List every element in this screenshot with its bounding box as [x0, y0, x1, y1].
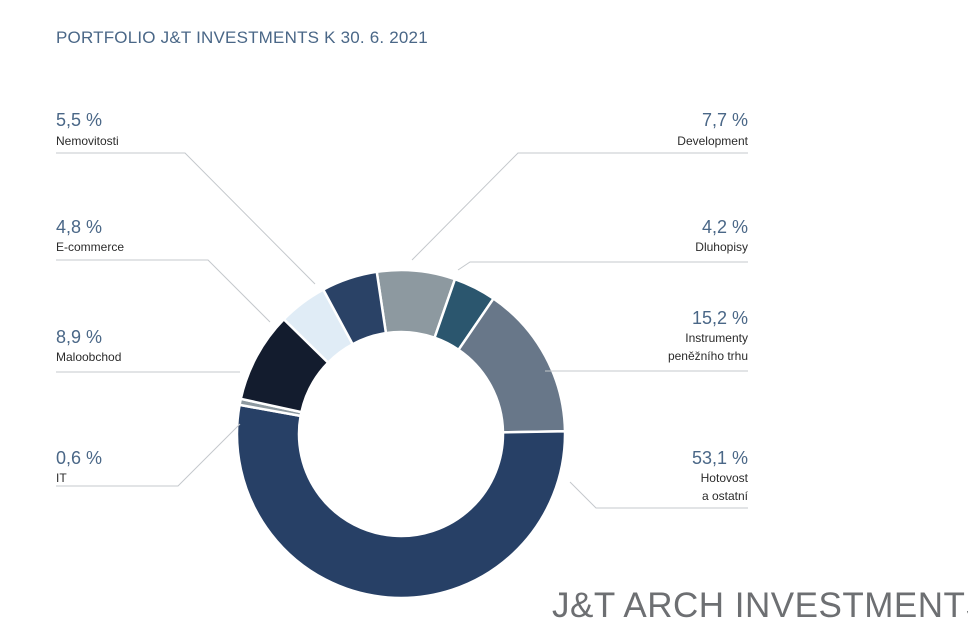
- pct-label-instrumenty: 15,2 %: [691, 308, 748, 328]
- pct-label-ecommerce: 4,8 %: [56, 217, 103, 237]
- slice-label-dluhopisy: Dluhopisy: [695, 240, 748, 254]
- slice-label-it: IT: [56, 471, 67, 485]
- leader-line-nemovitosti: [56, 152, 316, 285]
- pct-label-maloobchod: 8,9 %: [56, 327, 103, 347]
- pct-label-dluhopisy: 4,2 %: [701, 217, 748, 237]
- pct-label-development: 7,7 %: [701, 110, 748, 130]
- slice-label-nemovitosti: Nemovitosti: [56, 134, 119, 148]
- slice-label-instrumenty-line1: Instrumenty: [685, 331, 748, 345]
- pct-label-nemovitosti: 5,5 %: [56, 110, 103, 130]
- donut-slice-nemovitosti: [321, 270, 388, 346]
- slice-label-hotovost-line1: Hotovost: [700, 471, 748, 485]
- leader-line-dluhopisy: [457, 261, 748, 271]
- leader-line-hotovost: [569, 481, 748, 509]
- slice-label-ecommerce: E-commerce: [56, 240, 125, 254]
- slice-label-maloobchod: Maloobchod: [56, 350, 122, 364]
- pct-label-hotovost: 53,1 %: [691, 448, 748, 468]
- pct-label-it: 0,6 %: [56, 448, 103, 468]
- chart-title: PORTFOLIO J&T INVESTMENTS K 30. 6. 2021: [56, 28, 428, 47]
- leader-line-development: [411, 152, 748, 261]
- leader-line-it: [56, 423, 241, 487]
- leader-line-ecommerce: [56, 259, 271, 323]
- brand-logo-text: J&T ARCH INVESTMENTS: [552, 586, 968, 625]
- slice-label-hotovost-line2: a ostatní: [701, 489, 748, 503]
- donut-slice-hotovost: [235, 403, 567, 600]
- slice-label-instrumenty-line2: peněžního trhu: [667, 349, 748, 363]
- slice-label-development: Development: [677, 134, 748, 148]
